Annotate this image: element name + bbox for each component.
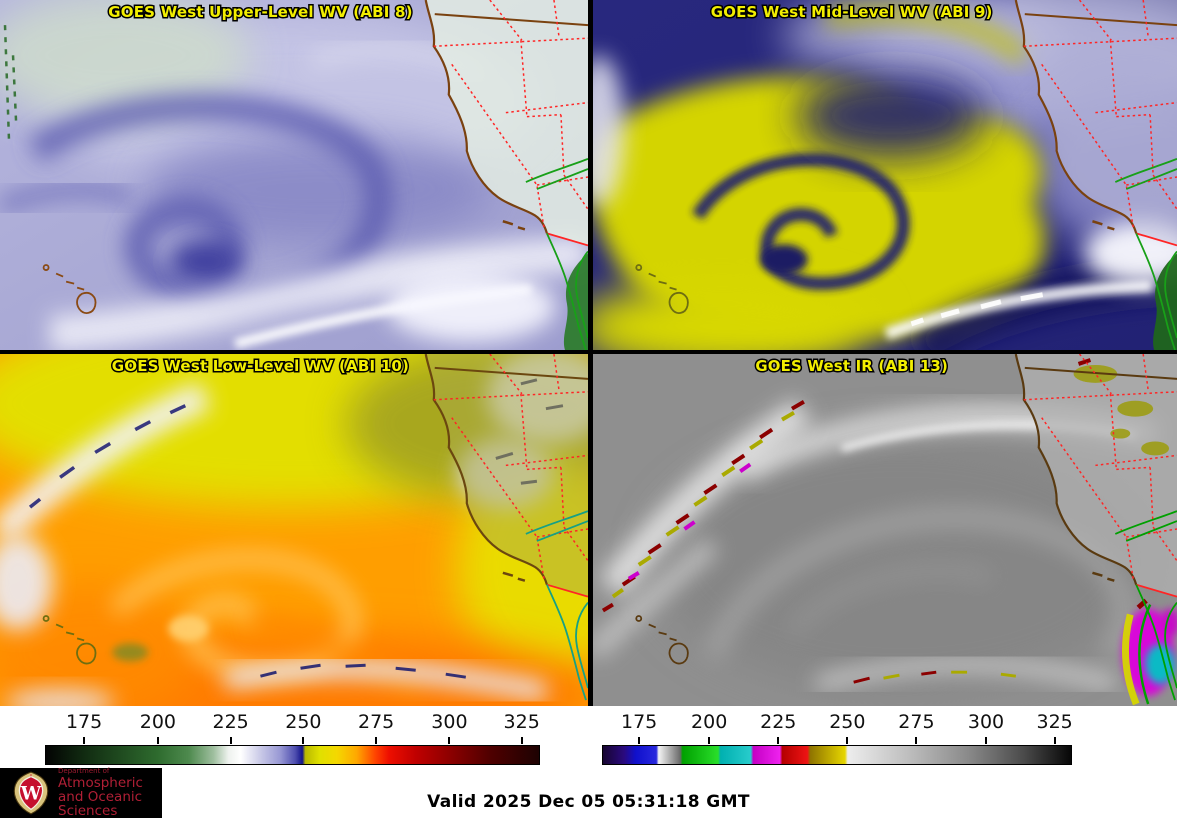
panel-mid-level-wv: GOES West Mid-Level WV (ABI 9) [593, 0, 1177, 350]
logo-text: Department of Atmospheric and Oceanic Sc… [58, 766, 162, 819]
tick-label: 325 [1036, 711, 1073, 733]
ir-colorbar: 175 200 225 250 275 300 325 [602, 706, 1073, 768]
tick-label: 275 [358, 711, 395, 733]
tick-label: 250 [829, 711, 866, 733]
logo-line-1: Department of [58, 766, 110, 775]
tick-label: 175 [620, 711, 658, 733]
tick-label: 200 [139, 711, 176, 733]
wv-colorbar-gradient [45, 745, 540, 765]
tick-label: 250 [285, 711, 322, 733]
tick-label: 225 [760, 711, 797, 733]
tick-label: 225 [212, 711, 249, 733]
tick-label: 300 [967, 711, 1005, 733]
wv-colorbar: 175 200 225 250 275 300 325 [45, 706, 540, 768]
logo-line-2: Atmospheric [58, 774, 143, 791]
tick-label: 200 [691, 711, 728, 733]
tick-label: 325 [503, 711, 540, 733]
panel-title: GOES West Upper-Level WV (ABI 8) [108, 3, 412, 21]
bottom-strip: 175 200 225 250 275 300 325 175 200 225 … [0, 706, 1177, 820]
panel-upper-level-wv: GOES West Upper-Level WV (ABI 8) [0, 0, 588, 350]
tick-label: 175 [65, 711, 103, 733]
logo-line-3: and Oceanic Sciences [58, 789, 143, 819]
tick-label: 275 [898, 711, 935, 733]
valid-time: Valid 2025 Dec 05 05:31:18 GMT [427, 792, 750, 812]
tick-label: 300 [431, 711, 468, 733]
panel-title: GOES West IR (ABI 13) [755, 357, 948, 375]
ir-imagery [593, 354, 1177, 706]
footer: W Department of Atmospheric and Oceanic … [0, 766, 1177, 820]
panel-title: GOES West Mid-Level WV (ABI 9) [711, 3, 993, 21]
panel-ir: GOES West IR (ABI 13) [593, 354, 1177, 706]
ir-colorbar-gradient [602, 745, 1072, 765]
uw-crest-icon: W [13, 771, 49, 815]
uw-monogram: W [20, 783, 42, 804]
uw-aos-logo: W Department of Atmospheric and Oceanic … [0, 766, 162, 819]
panel-low-level-wv: GOES West Low-Level WV (ABI 10) [0, 354, 588, 706]
panel-title: GOES West Low-Level WV (ABI 10) [112, 357, 409, 375]
